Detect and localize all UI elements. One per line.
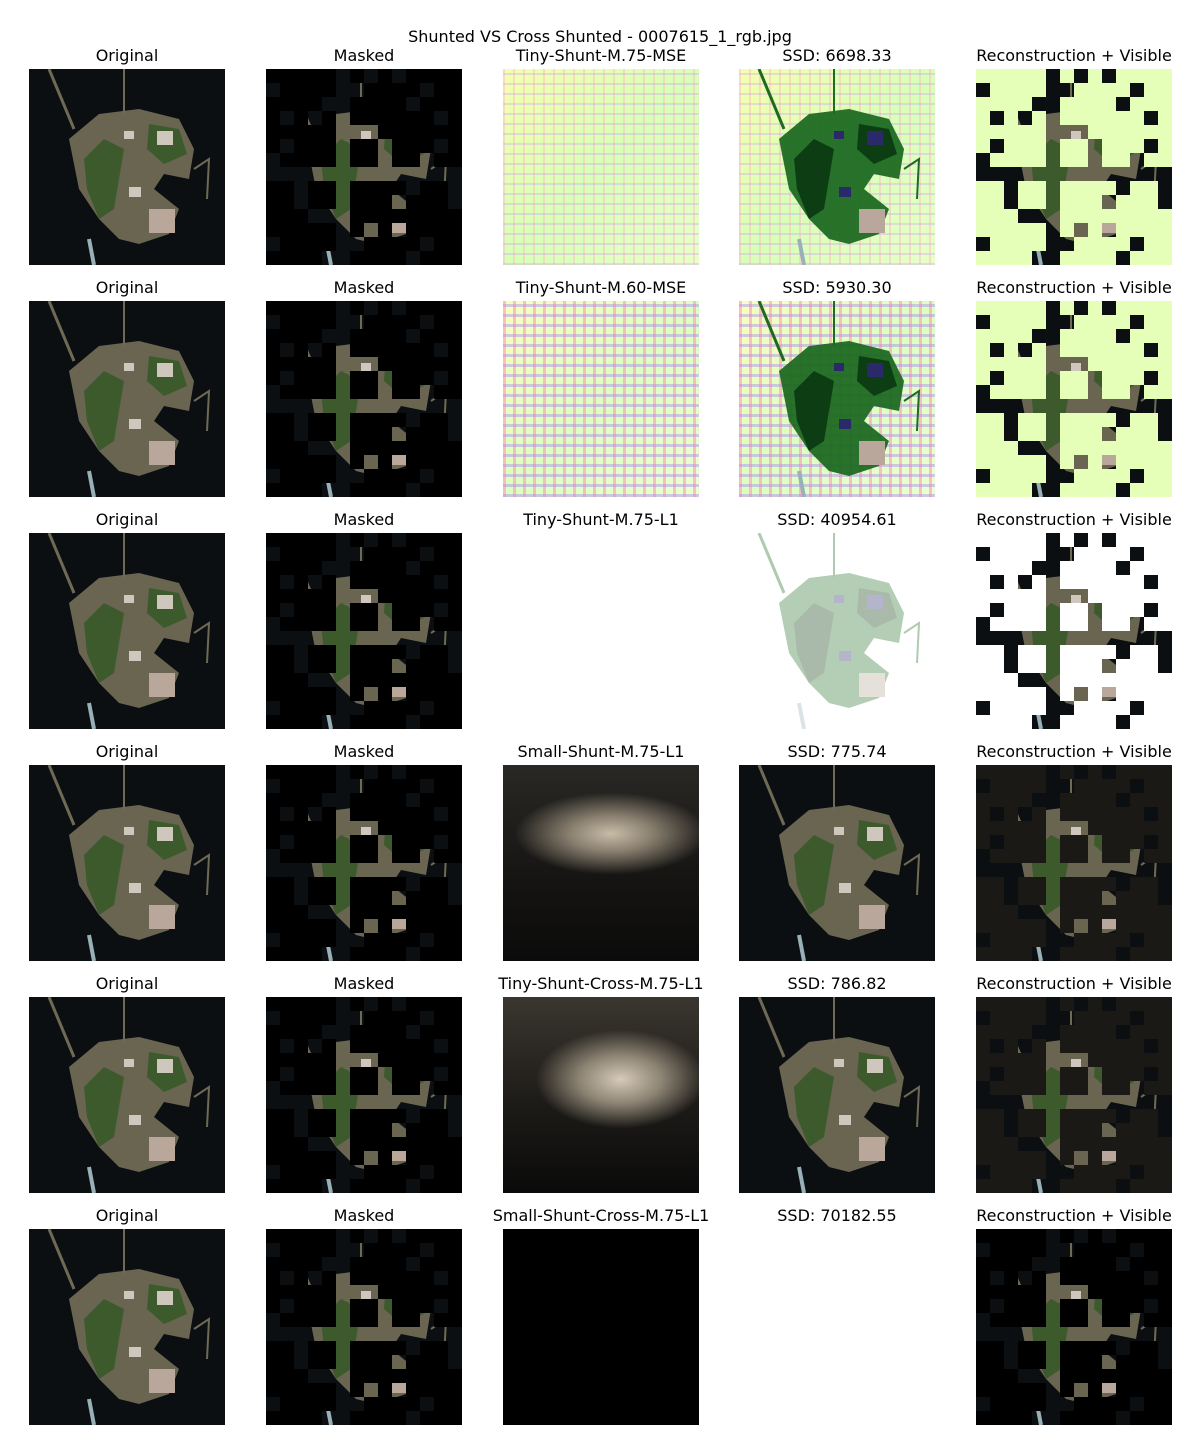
ssd-difference-image <box>739 533 935 729</box>
title-original: Original <box>95 278 159 297</box>
figure-panel: Original <box>29 508 225 738</box>
figure-panel: Small-Shunt-Cross-M.75-L1 <box>493 1204 709 1434</box>
figure-panel: Masked <box>266 972 462 1202</box>
figure-row: Original Masked Tiny-Shunt-Cross-M.75-L1… <box>0 972 1200 1204</box>
title-original: Original <box>95 742 159 761</box>
title-ssd: SSD: 40954.61 <box>777 510 897 529</box>
ssd-difference-image <box>739 69 935 265</box>
title-ssd: SSD: 6698.33 <box>782 46 892 65</box>
figure-panel: Reconstruction + Visible <box>976 740 1172 970</box>
figure-panel: Small-Shunt-M.75-L1 <box>503 740 699 970</box>
reconstruction-image <box>503 765 699 961</box>
title-model: Tiny-Shunt-M.75-MSE <box>515 46 687 65</box>
figure-panel: Masked <box>266 1204 462 1434</box>
ssd-difference-image <box>739 765 935 961</box>
title-ssd: SSD: 786.82 <box>787 974 887 993</box>
original-image <box>29 765 225 961</box>
title-masked: Masked <box>333 510 395 529</box>
composite-image <box>976 301 1172 497</box>
title-original: Original <box>95 510 159 529</box>
masked-image <box>266 997 462 1193</box>
masked-image <box>266 765 462 961</box>
figure-panel: Reconstruction + Visible <box>976 276 1172 506</box>
title-composite: Reconstruction + Visible <box>976 974 1172 993</box>
masked-image <box>266 1229 462 1425</box>
title-masked: Masked <box>333 278 395 297</box>
title-masked: Masked <box>333 1206 395 1225</box>
composite-image <box>976 997 1172 1193</box>
original-image <box>29 301 225 497</box>
title-masked: Masked <box>333 742 395 761</box>
reconstruction-image <box>503 69 699 265</box>
figure-row: Original Masked Tiny-Shunt-M.60-MSE SSD: … <box>0 276 1200 508</box>
figure-title: Shunted VS Cross Shunted - 0007615_1_rgb… <box>408 27 792 46</box>
figure-panel: SSD: 775.74 <box>739 740 935 970</box>
ssd-difference-image <box>739 301 935 497</box>
reconstruction-image <box>503 533 699 729</box>
figure-panel: Masked <box>266 508 462 738</box>
figure-panel: Original <box>29 972 225 1202</box>
figure-panel: Tiny-Shunt-M.75-L1 <box>503 508 699 738</box>
figure-panel: Original <box>29 276 225 506</box>
ssd-difference-image <box>739 997 935 1193</box>
title-model: Tiny-Shunt-M.75-L1 <box>523 510 679 529</box>
title-composite: Reconstruction + Visible <box>976 1206 1172 1225</box>
original-image <box>29 1229 225 1425</box>
title-original: Original <box>95 1206 159 1225</box>
figure-panel: Tiny-Shunt-Cross-M.75-L1 <box>498 972 704 1202</box>
figure-panel: Masked <box>266 740 462 970</box>
figure-panel: SSD: 70182.55 <box>739 1204 935 1434</box>
original-image <box>29 997 225 1193</box>
figure-row: Original Masked Small-Shunt-Cross-M.75-L… <box>0 1204 1200 1436</box>
title-composite: Reconstruction + Visible <box>976 510 1172 529</box>
figure-panel: Original <box>29 1204 225 1434</box>
composite-image <box>976 533 1172 729</box>
reconstruction-image <box>503 301 699 497</box>
figure-panel: Original <box>29 44 225 274</box>
composite-image <box>976 765 1172 961</box>
figure-panel: Masked <box>266 276 462 506</box>
figure-panel: Reconstruction + Visible <box>976 1204 1172 1434</box>
title-ssd: SSD: 775.74 <box>787 742 887 761</box>
figure-panel: Reconstruction + Visible <box>976 508 1172 738</box>
composite-image <box>976 1229 1172 1425</box>
title-model: Tiny-Shunt-M.60-MSE <box>515 278 687 297</box>
reconstruction-image <box>503 1229 699 1425</box>
title-composite: Reconstruction + Visible <box>976 46 1172 65</box>
title-masked: Masked <box>333 974 395 993</box>
original-image <box>29 533 225 729</box>
title-original: Original <box>95 46 159 65</box>
figure-panel: Tiny-Shunt-M.75-MSE <box>503 44 699 274</box>
title-model: Tiny-Shunt-Cross-M.75-L1 <box>498 974 704 993</box>
title-composite: Reconstruction + Visible <box>976 278 1172 297</box>
figure-panel: SSD: 6698.33 <box>739 44 935 274</box>
ssd-difference-image <box>739 1229 935 1425</box>
figure-row: Original Masked Tiny-Shunt-M.75-L1 SSD: 4… <box>0 508 1200 740</box>
figure-panel: SSD: 786.82 <box>739 972 935 1202</box>
figure-panel: Original <box>29 740 225 970</box>
title-masked: Masked <box>333 46 395 65</box>
title-model: Small-Shunt-M.75-L1 <box>517 742 685 761</box>
masked-image <box>266 301 462 497</box>
title-model: Small-Shunt-Cross-M.75-L1 <box>492 1206 710 1225</box>
masked-image <box>266 533 462 729</box>
title-ssd: SSD: 70182.55 <box>777 1206 897 1225</box>
masked-image <box>266 69 462 265</box>
figure-panel: Reconstruction + Visible <box>976 972 1172 1202</box>
title-composite: Reconstruction + Visible <box>976 742 1172 761</box>
reconstruction-image <box>503 997 699 1193</box>
title-original: Original <box>95 974 159 993</box>
figure-panel: SSD: 5930.30 <box>739 276 935 506</box>
composite-image <box>976 69 1172 265</box>
figure-row: Original Masked Small-Shunt-M.75-L1 SSD: … <box>0 740 1200 972</box>
figure-panel: Tiny-Shunt-M.60-MSE <box>503 276 699 506</box>
figure-panel: SSD: 40954.61 <box>739 508 935 738</box>
figure-row: Original Masked Tiny-Shunt-M.75-MSE SSD: … <box>0 44 1200 276</box>
figure-panel: Reconstruction + Visible <box>976 44 1172 274</box>
title-ssd: SSD: 5930.30 <box>782 278 892 297</box>
figure-panel: Masked <box>266 44 462 274</box>
original-image <box>29 69 225 265</box>
